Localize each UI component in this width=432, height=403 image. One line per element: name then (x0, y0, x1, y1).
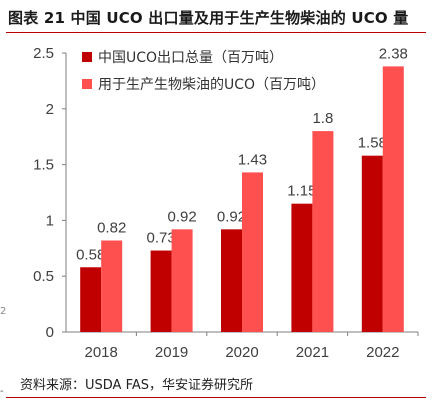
page-edge-mark: 2 (0, 306, 7, 317)
bar-export-2019 (150, 250, 172, 332)
bar-export-2021 (291, 203, 313, 332)
title-rule (6, 32, 426, 33)
bar-biodiesel-2018 (101, 240, 123, 332)
bottom-rule (6, 397, 426, 398)
bar-export-2018 (80, 267, 102, 332)
bar-chart: 0 0.5 1 1.5 2 2.5 0.58 0.82 2018 0.73 0.92 2019 0.92… (33, 45, 419, 361)
bar-value-label: 1.43 (238, 151, 267, 168)
bar-biodiesel-2021 (312, 131, 334, 332)
bar-biodiesel-2020 (242, 172, 263, 332)
legend-entry: 用于生产生物柴油的UCO（百万吨） (98, 77, 325, 93)
legend-swatch (82, 52, 92, 62)
bar-biodiesel-2019 (171, 229, 193, 332)
bar-biodiesel-2022 (382, 66, 404, 332)
y-tick-label: 2.5 (33, 45, 54, 62)
x-tick-label: 2019 (155, 344, 188, 361)
y-tick-label: 0 (46, 324, 54, 341)
bar-value-label: 0.73 (146, 230, 175, 247)
bar-value-label: 0.92 (217, 208, 246, 225)
y-tick-label: 0.5 (33, 268, 54, 285)
legend-swatch (82, 79, 92, 89)
bar-export-2020 (221, 229, 242, 332)
bar-value-label: 0.92 (167, 208, 196, 225)
figure-header: 图表 21 中国 UCO 出口量及用于生产生物柴油的 UCO 量 (0, 0, 432, 34)
x-tick-label: 2022 (366, 344, 399, 361)
bar-value-label: 1.15 (287, 183, 316, 200)
bar-value-label: 1.58 (358, 135, 387, 152)
bar-value-label: 0.58 (76, 246, 105, 263)
x-tick-label: 2021 (296, 344, 329, 361)
bar-export-2022 (361, 155, 383, 332)
bar-value-label: 0.82 (97, 219, 126, 236)
y-tick-label: 1 (46, 212, 54, 229)
y-tick-label: 2 (46, 101, 54, 118)
legend-entry: 中国UCO出口总量（百万吨） (98, 50, 283, 66)
bar-value-label: 1.8 (312, 110, 333, 127)
y-tick-label: 1.5 (33, 157, 54, 174)
x-tick-label: 2020 (225, 344, 258, 361)
bar-value-label: 2.38 (379, 45, 408, 62)
x-tick-label: 2018 (85, 344, 118, 361)
figure-title: 图表 21 中国 UCO 出口量及用于生产生物柴油的 UCO 量 (8, 9, 409, 27)
page-edge-tick: - (0, 386, 4, 397)
source-note: 资料来源：USDA FAS，华安证券研究所 (20, 378, 254, 393)
